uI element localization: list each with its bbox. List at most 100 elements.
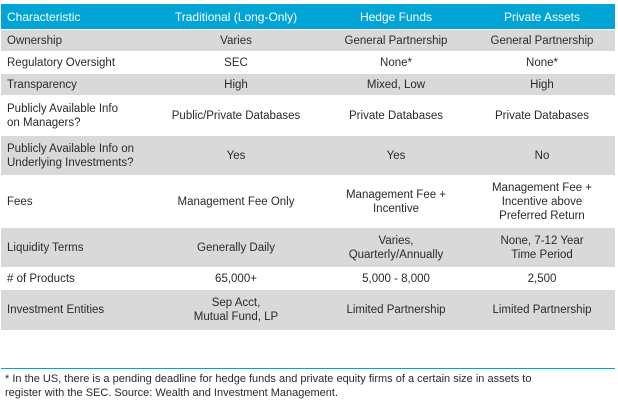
footnote-line-2: register with the SEC. Source: Wealth an… — [5, 387, 339, 399]
cell-text: Public/Private Databases — [171, 109, 301, 122]
cell-text: Regulatory Oversight — [7, 56, 116, 69]
cell-text: General Partnership — [344, 34, 448, 47]
cell-text: Management Fee Only — [177, 195, 295, 208]
cell-text: Ownership — [7, 34, 62, 47]
cell-hedge-funds: Mixed, Low — [323, 73, 469, 96]
cell-text: Transparency — [7, 78, 77, 91]
cell-text: Yes — [386, 149, 406, 162]
cell-traditional: Generally Daily — [149, 227, 323, 268]
cell-text: Mutual Fund, LP — [193, 310, 279, 323]
cell-text: Publicly Available Info on — [7, 142, 135, 155]
cell-private-assets: No — [469, 135, 615, 176]
cell-text: Incentive — [372, 202, 420, 215]
cell-text: High — [224, 78, 248, 91]
cell-text: Underlying Investments? — [7, 156, 134, 169]
cell-text: 5,000 - 8,000 — [362, 272, 430, 285]
cell-text: None, 7-12 Year — [500, 234, 584, 247]
cell-text: Preferred Return — [499, 209, 585, 222]
cell-text: Incentive above — [501, 195, 583, 208]
cell-traditional: 65,000+ — [149, 267, 323, 290]
cell-traditional: Management Fee Only — [149, 175, 323, 228]
cell-text: Mixed, Low — [366, 78, 426, 91]
cell-private-assets: None* — [469, 51, 615, 74]
cell-private-assets: Private Databases — [469, 95, 615, 136]
table-row: Publicly Available Info on Managers? Publi… — [1, 95, 615, 136]
cell-private-assets: General Partnership — [469, 29, 615, 52]
table-row: Investment Entities Sep Acct, Mutual Fund,… — [1, 289, 615, 330]
cell-private-assets: Management Fee + Incentive above Preferred… — [469, 175, 615, 228]
cell-traditional: Yes — [149, 135, 323, 176]
cell-text: Fees — [7, 195, 33, 208]
cell-traditional: Public/Private Databases — [149, 95, 323, 136]
table-body: Ownership Varies General Partnership Genera… — [1, 29, 615, 330]
cell-characteristic: # of Products — [1, 267, 149, 290]
cell-characteristic: Liquidity Terms — [1, 227, 149, 268]
cell-text: Generally Daily — [197, 241, 275, 254]
table-row: Ownership Varies General Partnership Genera… — [1, 29, 615, 52]
cell-hedge-funds: Private Databases — [323, 95, 469, 136]
header-private-assets: Private Assets — [469, 4, 615, 30]
table-row: Fees Management Fee Only Management Fee + I… — [1, 175, 615, 228]
cell-characteristic: Transparency — [1, 73, 149, 96]
cell-text: None* — [526, 56, 558, 69]
cell-hedge-funds: None* — [323, 51, 469, 74]
table-header-row: Characteristic Traditional (Long-Only) H… — [1, 4, 615, 30]
footnote: * In the US, there is a pending deadline… — [5, 372, 611, 400]
cell-traditional: SEC — [149, 51, 323, 74]
cell-text: Limited Partnership — [492, 303, 592, 316]
cell-characteristic: Regulatory Oversight — [1, 51, 149, 74]
cell-text: Liquidity Terms — [7, 241, 84, 254]
cell-text: 65,000+ — [215, 272, 257, 285]
header-characteristic: Characteristic — [1, 4, 149, 30]
cell-hedge-funds: Yes — [323, 135, 469, 176]
cell-characteristic: Publicly Available Info on Underlying Inv… — [1, 135, 149, 176]
cell-text: Publicly Available Info — [7, 102, 119, 115]
cell-text: Varies, — [378, 234, 414, 247]
footnote-line-1: * In the US, there is a pending deadline… — [5, 373, 532, 385]
cell-text: Quarterly/Annually — [348, 248, 444, 261]
cell-text: # of Products — [7, 272, 75, 285]
cell-traditional: Sep Acct, Mutual Fund, LP — [149, 289, 323, 330]
cell-text: Private Databases — [349, 109, 443, 122]
cell-private-assets: None, 7-12 Year Time Period — [469, 227, 615, 268]
cell-text: 2,500 — [527, 272, 557, 285]
cell-text: Varies — [220, 34, 252, 47]
table-row: Publicly Available Info on Underlying Inv… — [1, 135, 615, 176]
comparison-table: Characteristic Traditional (Long-Only) H… — [1, 4, 615, 330]
cell-characteristic: Ownership — [1, 29, 149, 52]
cell-text: General Partnership — [490, 34, 594, 47]
cell-private-assets: 2,500 — [469, 267, 615, 290]
table-row: # of Products 65,000+ 5,000 - 8,000 2,500 — [1, 267, 615, 290]
cell-text: Management Fee + — [345, 188, 447, 201]
cell-hedge-funds: General Partnership — [323, 29, 469, 52]
cell-characteristic: Fees — [1, 175, 149, 228]
cell-text: None* — [380, 56, 412, 69]
cell-hedge-funds: Limited Partnership — [323, 289, 469, 330]
cell-text: Time Period — [511, 248, 573, 261]
cell-text: SEC — [224, 56, 248, 69]
header-hedge-funds: Hedge Funds — [323, 4, 469, 30]
cell-text: No — [534, 149, 550, 162]
cell-hedge-funds: 5,000 - 8,000 — [323, 267, 469, 290]
table-row: Liquidity Terms Generally Daily Varies, Qua… — [1, 227, 615, 268]
cell-characteristic: Publicly Available Info on Managers? — [1, 95, 149, 136]
cell-traditional: Varies — [149, 29, 323, 52]
cell-text: Limited Partnership — [346, 303, 446, 316]
cell-private-assets: High — [469, 73, 615, 96]
cell-text: Sep Acct, — [211, 296, 261, 309]
cell-characteristic: Investment Entities — [1, 289, 149, 330]
footnote-divider — [1, 368, 615, 369]
table-row: Regulatory Oversight SEC None* None* — [1, 51, 615, 74]
cell-text: High — [530, 78, 554, 91]
cell-text: Yes — [226, 149, 246, 162]
cell-text: Private Databases — [495, 109, 589, 122]
cell-text: Management Fee + — [491, 181, 593, 194]
table-row: Transparency High Mixed, Low High — [1, 73, 615, 96]
cell-hedge-funds: Varies, Quarterly/Annually — [323, 227, 469, 268]
cell-private-assets: Limited Partnership — [469, 289, 615, 330]
cell-text: on Managers? — [7, 116, 81, 129]
cell-text: Investment Entities — [7, 303, 105, 316]
header-traditional: Traditional (Long-Only) — [149, 4, 323, 30]
cell-traditional: High — [149, 73, 323, 96]
